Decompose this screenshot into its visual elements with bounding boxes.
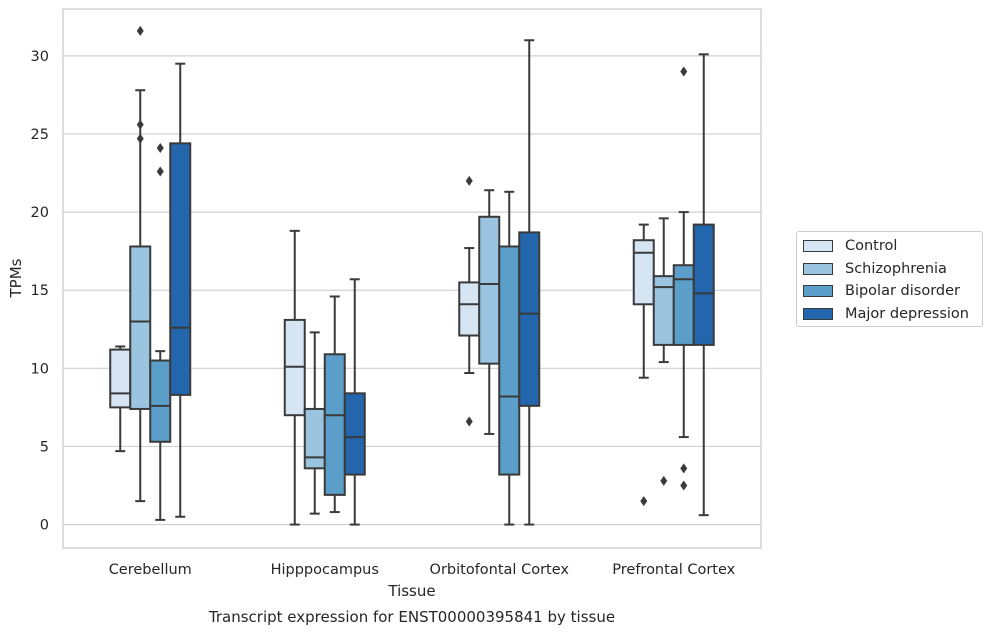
box-iqr: [692, 223, 715, 346]
y-tick-label: 30: [31, 49, 49, 65]
outlier-point: [660, 475, 668, 486]
box-bipolar-disorder: [498, 190, 521, 526]
legend-swatch: [803, 307, 833, 320]
box-iqr: [498, 245, 521, 476]
box-iqr: [478, 215, 501, 365]
box-control: [458, 175, 481, 427]
outlier-point: [465, 175, 473, 186]
x-tick-label: Hipppocampus: [271, 562, 379, 578]
legend-swatch: [803, 285, 833, 297]
box-bipolar-disorder: [672, 66, 695, 491]
y-tick-label: 15: [31, 283, 49, 299]
chart-title: Transcript expression for ENST0000039584…: [208, 608, 615, 626]
box-iqr: [323, 353, 346, 496]
box-control: [283, 229, 306, 526]
box-schizophrenia: [129, 25, 152, 503]
outlier-point: [465, 416, 473, 427]
legend-label: Control: [845, 238, 898, 254]
box-bipolar-disorder: [323, 295, 346, 514]
legend: Control Schizophrenia Bipolar disorder Majo…: [796, 231, 983, 327]
box-schizophrenia: [303, 331, 326, 515]
box-major-depression: [343, 278, 366, 526]
legend-item: Control: [803, 235, 897, 257]
legend-item: Schizophrenia: [803, 258, 947, 280]
x-axis-label: Tissue: [387, 582, 435, 600]
outlier-point: [156, 143, 164, 154]
y-axis-label: TPMs: [7, 258, 25, 298]
legend-item: Bipolar disorder: [803, 280, 960, 302]
outlier-point: [136, 133, 144, 144]
box-major-depression: [169, 62, 192, 518]
legend-swatch: [803, 262, 833, 275]
legend-label: Schizophrenia: [845, 260, 947, 277]
outlier-point: [680, 66, 688, 77]
box-iqr: [672, 264, 695, 346]
x-tick-label: Cerebellum: [109, 562, 192, 578]
y-tick-label: 5: [40, 439, 49, 455]
box-major-depression: [692, 53, 715, 517]
box-iqr: [303, 407, 326, 470]
outlier-point: [156, 166, 164, 177]
legend-swatch: [803, 240, 833, 252]
y-tick-label: 0: [40, 518, 49, 534]
x-tick-label: Orbitofontal Cortex: [430, 562, 570, 578]
box-iqr: [169, 142, 192, 396]
outlier-point: [136, 119, 144, 130]
legend-label: Bipolar disorder: [845, 283, 960, 299]
legend-label: Major depression: [845, 305, 969, 322]
legend-item: Major depression: [803, 303, 969, 325]
box-iqr: [518, 231, 541, 407]
box-iqr: [458, 281, 481, 337]
outlier-point: [136, 25, 144, 36]
box-schizophrenia: [478, 189, 501, 435]
box-iqr: [632, 239, 655, 306]
y-tick-label: 25: [31, 127, 49, 143]
y-tick-label: 10: [31, 361, 49, 377]
x-tick-label: Prefrontal Cortex: [612, 562, 735, 578]
y-tick-label: 20: [31, 205, 49, 221]
box-major-depression: [518, 39, 541, 526]
box-schizophrenia: [652, 217, 675, 486]
plot-area-frame: [62, 8, 762, 549]
outlier-point: [680, 463, 688, 474]
box-control: [109, 345, 132, 453]
box-iqr: [343, 392, 366, 476]
box-control: [632, 223, 655, 507]
box-iqr: [129, 245, 152, 410]
box-iqr: [149, 359, 172, 443]
box-iqr: [109, 348, 132, 409]
outlier-point: [680, 480, 688, 491]
outlier-point: [640, 496, 648, 507]
box-bipolar-disorder: [149, 143, 172, 521]
